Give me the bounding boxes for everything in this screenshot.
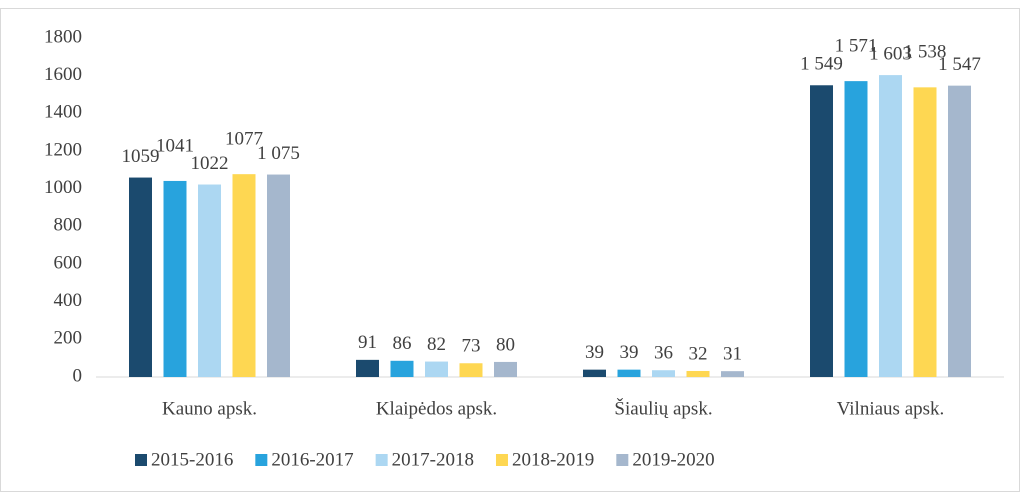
- value-label: 39: [585, 342, 604, 363]
- y-tick-label: 0: [73, 365, 83, 386]
- value-label: 1 549: [800, 54, 843, 75]
- value-label: 36: [654, 343, 673, 364]
- x-tick-label: Klaipėdos apsk.: [376, 398, 497, 419]
- bar: [583, 369, 606, 377]
- bar: [652, 370, 675, 377]
- y-tick-label: 200: [54, 328, 83, 349]
- y-tick-label: 800: [54, 215, 83, 236]
- legend-label: 2015-2016: [151, 449, 233, 470]
- bar: [198, 184, 221, 377]
- legend-swatch: [495, 454, 508, 466]
- legend-swatch: [255, 454, 268, 466]
- bar: [721, 371, 744, 377]
- value-label: 31: [723, 344, 742, 365]
- value-label: 1 538: [904, 42, 947, 63]
- value-label: 86: [393, 333, 412, 354]
- y-tick-label: 1600: [44, 64, 82, 85]
- value-label: 73: [462, 336, 481, 357]
- y-tick-label: 1200: [44, 139, 82, 160]
- value-label: 32: [689, 343, 708, 364]
- y-tick-label: 600: [54, 252, 83, 273]
- bar: [617, 369, 641, 377]
- y-tick-label: 1000: [44, 177, 82, 198]
- value-label: 1041: [156, 135, 194, 156]
- x-tick-label: Šiaulių apsk.: [614, 397, 712, 419]
- legend-label: 2018-2019: [512, 449, 594, 470]
- value-label: 1059: [122, 146, 160, 167]
- bar: [810, 85, 833, 377]
- value-label: 82: [427, 334, 446, 355]
- y-tick-label: 1400: [44, 102, 82, 123]
- value-label: 80: [496, 334, 515, 355]
- legend-label: 2016-2017: [271, 449, 353, 470]
- bar: [948, 85, 971, 378]
- bar: [844, 81, 868, 378]
- value-label: 1 075: [257, 143, 300, 164]
- bar: [163, 180, 187, 377]
- legend-swatch: [375, 454, 388, 466]
- x-tick-label: Vilniaus apsk.: [837, 398, 945, 419]
- value-label: 1 547: [938, 54, 981, 75]
- value-label: 1 603: [869, 43, 912, 64]
- legend-label: 2017-2018: [392, 449, 474, 470]
- bar: [913, 87, 937, 378]
- value-label: 1022: [191, 153, 229, 174]
- bar: [356, 359, 379, 377]
- bar: [686, 370, 710, 377]
- legend-swatch: [135, 454, 147, 466]
- y-tick-label: 400: [54, 290, 83, 311]
- bar: [879, 75, 902, 377]
- legend-swatch: [616, 454, 629, 466]
- value-label: 1 571: [835, 35, 878, 56]
- legend-label: 2019-2020: [632, 449, 714, 470]
- x-tick-label: Kauno apsk.: [162, 398, 257, 419]
- bar: [459, 363, 483, 377]
- value-label: 39: [620, 342, 639, 363]
- bar: [129, 177, 152, 377]
- value-label: 91: [358, 332, 377, 353]
- value-label: 1077: [225, 129, 263, 150]
- bar: [232, 174, 256, 377]
- bar: [425, 361, 448, 377]
- bar: [494, 361, 517, 377]
- y-tick-label: 1800: [44, 26, 82, 47]
- bar: [267, 174, 290, 377]
- bar: [390, 360, 414, 377]
